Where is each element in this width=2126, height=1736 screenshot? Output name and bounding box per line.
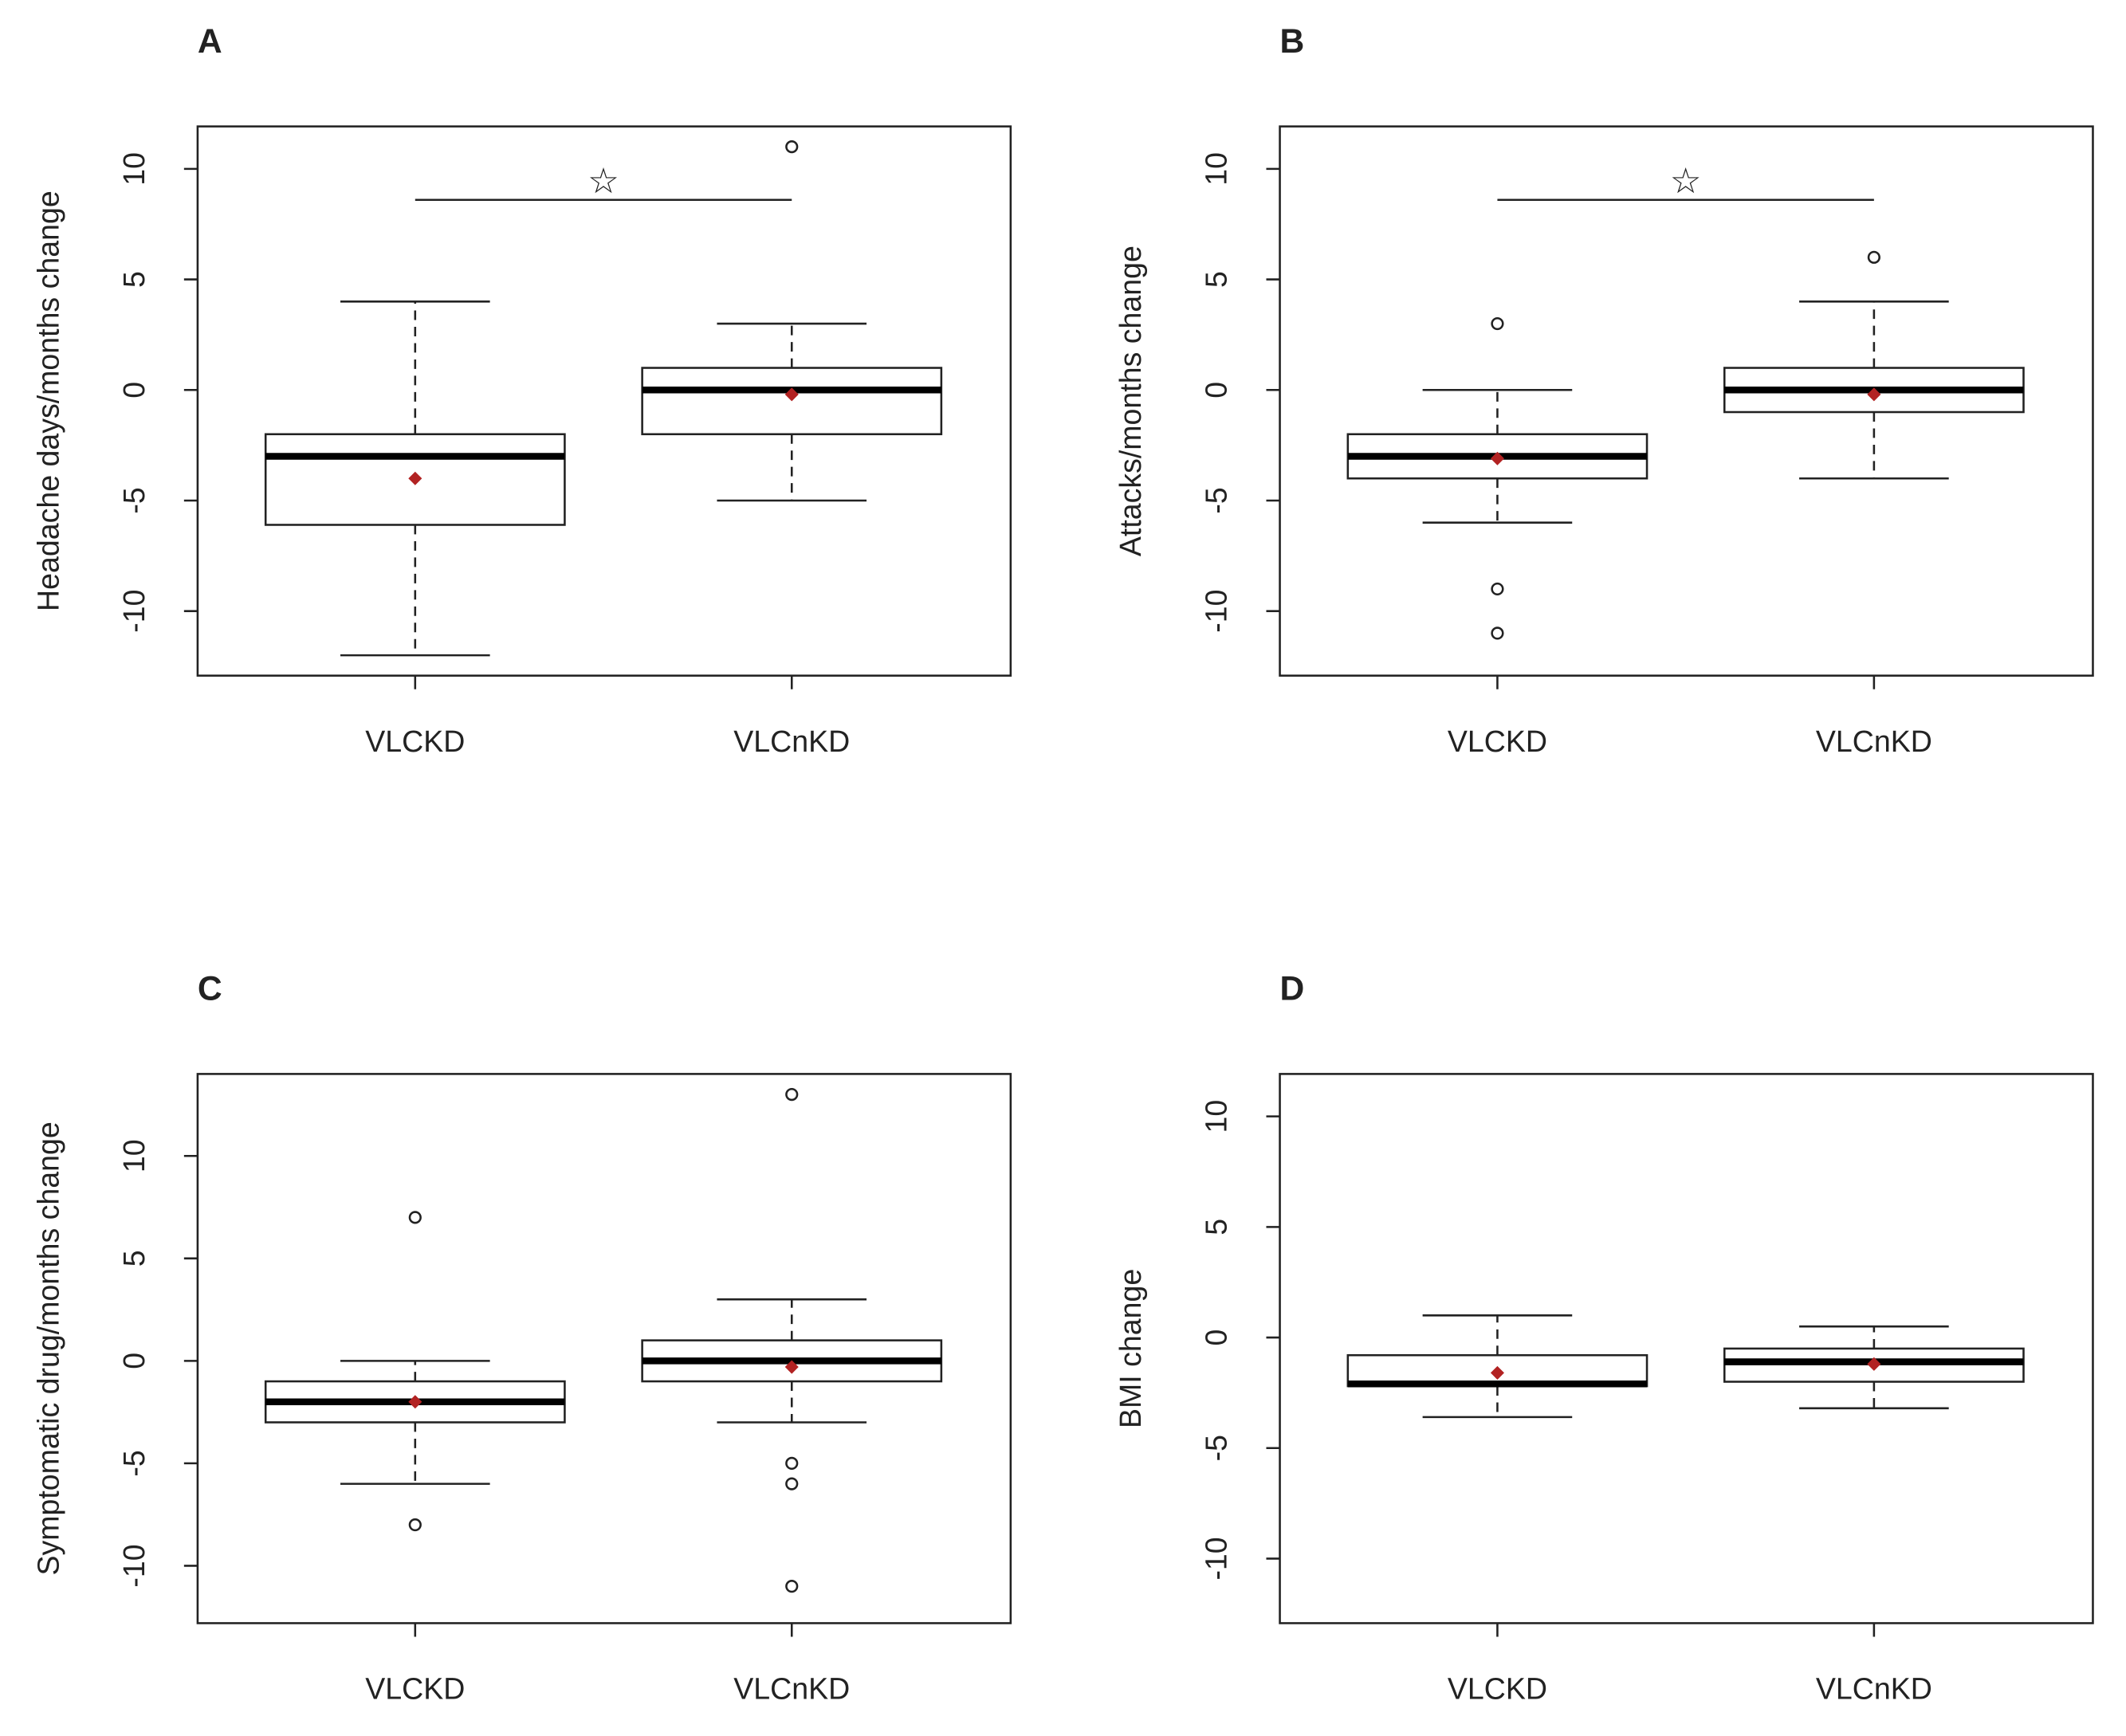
y-tick-label: -5 <box>1200 487 1233 513</box>
mean-marker <box>1867 387 1881 402</box>
significance-marker: ☆ <box>1670 162 1702 201</box>
y-tick-label: 5 <box>117 271 151 288</box>
y-tick-label: -10 <box>1200 1537 1233 1580</box>
outlier <box>785 1580 799 1593</box>
y-tick-label: 0 <box>1200 1329 1233 1346</box>
x-tick-label: VLCnKD <box>733 725 850 758</box>
outlier <box>1491 626 1504 640</box>
panel-label: A <box>198 22 222 61</box>
mean-marker <box>1490 1365 1504 1380</box>
mean-marker <box>1867 1357 1881 1371</box>
outlier <box>785 1477 799 1491</box>
x-tick-label: VLCnKD <box>1816 1672 1932 1706</box>
outlier <box>408 1211 422 1224</box>
panel-label: C <box>198 970 222 1008</box>
plot-frame <box>1279 125 2094 677</box>
outlier <box>1867 250 1880 264</box>
y-axis-label: Symptomatic drug/months change <box>32 1121 65 1575</box>
y-tick-label: -10 <box>117 1544 151 1587</box>
panel-label: B <box>1280 22 1305 61</box>
y-axis-label: Headache days/months change <box>32 190 65 611</box>
mean-marker <box>784 1360 799 1374</box>
y-axis-label: Attacks/months change <box>1114 245 1147 556</box>
plot-frame <box>1279 1073 2094 1624</box>
outlier <box>408 1518 422 1532</box>
outlier <box>785 1456 799 1470</box>
mean-marker <box>408 1395 422 1409</box>
x-tick-label: VLCKD <box>365 1672 465 1706</box>
y-tick-label: 0 <box>1200 382 1233 399</box>
y-tick-label: 10 <box>117 1139 151 1172</box>
y-tick-label: 5 <box>1200 1219 1233 1235</box>
panel: A Headache days/months change -10 -5 0 5 10 VLC… <box>32 22 1012 758</box>
y-tick-label: -5 <box>1200 1435 1233 1461</box>
plot-frame <box>196 125 1012 677</box>
plot-frame <box>196 1073 1012 1624</box>
y-tick-label: 0 <box>117 1353 151 1369</box>
mean-marker <box>408 471 422 485</box>
y-tick-label: 5 <box>1200 271 1233 288</box>
mean-marker <box>784 387 799 402</box>
y-tick-label: 10 <box>117 152 151 186</box>
significance-marker: ☆ <box>587 162 619 201</box>
outlier <box>785 1088 799 1102</box>
outlier <box>1491 316 1504 331</box>
y-tick-label: 0 <box>117 382 151 399</box>
y-tick-label: -10 <box>117 590 151 633</box>
x-tick-label: VLCKD <box>1448 1672 1547 1706</box>
x-tick-label: VLCnKD <box>1816 725 1932 758</box>
panel: C Symptomatic drug/months change -10 -5 0 5 10… <box>32 970 1012 1706</box>
panel-label: D <box>1280 970 1305 1008</box>
y-tick-label: -5 <box>117 487 151 513</box>
outlier <box>1491 582 1504 596</box>
x-tick-label: VLCKD <box>365 725 465 758</box>
panel: B Attacks/months change -10 -5 0 5 10 VLCKD VLCn… <box>1114 22 2094 758</box>
outlier <box>785 140 799 154</box>
y-tick-label: 10 <box>1200 1100 1233 1133</box>
mean-marker <box>1490 451 1504 465</box>
y-tick-label: -5 <box>117 1450 151 1476</box>
y-tick-label: -10 <box>1200 590 1233 633</box>
x-tick-label: VLCKD <box>1448 725 1547 758</box>
panel: D BMI change -10 -5 0 5 10 VLCKD VLCnKD <box>1114 970 2094 1706</box>
y-axis-label: BMI change <box>1114 1269 1147 1428</box>
x-tick-label: VLCnKD <box>733 1672 850 1706</box>
y-tick-label: 5 <box>117 1250 151 1267</box>
y-tick-label: 10 <box>1200 152 1233 186</box>
